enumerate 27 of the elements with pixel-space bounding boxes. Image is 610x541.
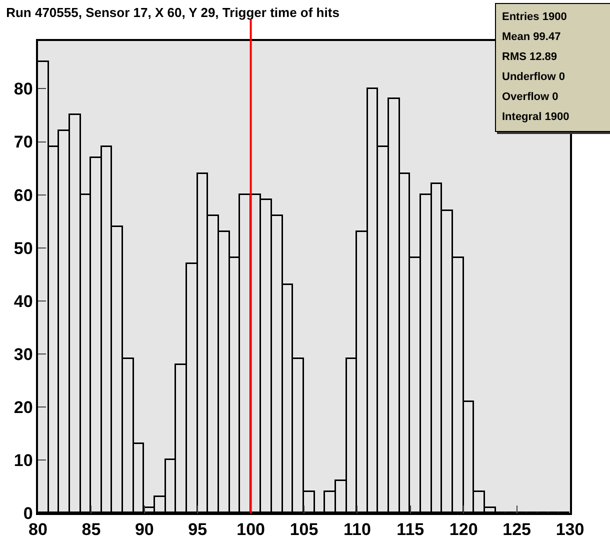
y-tick-label: 0 <box>23 504 33 523</box>
x-tick-label: 80 <box>28 520 48 540</box>
y-tick-label: 30 <box>14 344 33 364</box>
y-tick-label: 20 <box>14 398 33 417</box>
x-tick-label: 125 <box>502 520 531 540</box>
x-tick-label: 90 <box>134 520 154 540</box>
y-tick-label: 40 <box>14 292 33 311</box>
annotation: RMS 12.89 <box>502 50 558 65</box>
y-tick-label: 80 <box>14 80 33 99</box>
y-tick-label: 50 <box>14 238 33 258</box>
x-tick-label: 130 <box>556 520 584 540</box>
y-tick-label: 10 <box>14 450 33 470</box>
x-tick-label: 95 <box>188 520 208 540</box>
y-tick-label: 60 <box>14 186 33 205</box>
x-tick-label: 100 <box>236 520 265 540</box>
annotation: Overflow 0 <box>502 90 560 105</box>
y-tick-label: 70 <box>14 132 33 152</box>
annotation: Integral 1900 <box>502 110 570 125</box>
chart-title: Run 470555, Sensor 17, X 60, Y 29, Trigger time of hits <box>6 5 340 20</box>
annotation: Underflow 0 <box>502 70 566 85</box>
x-tick-label: 105 <box>290 520 318 540</box>
x-tick-label: 110 <box>343 520 371 540</box>
x-tick-label: 120 <box>449 520 478 540</box>
x-tick-label: 115 <box>396 520 424 540</box>
annotation: Mean 99.47 <box>502 30 562 45</box>
text: Entries 1900 <box>502 11 567 23</box>
x-tick-label: 85 <box>82 520 101 540</box>
